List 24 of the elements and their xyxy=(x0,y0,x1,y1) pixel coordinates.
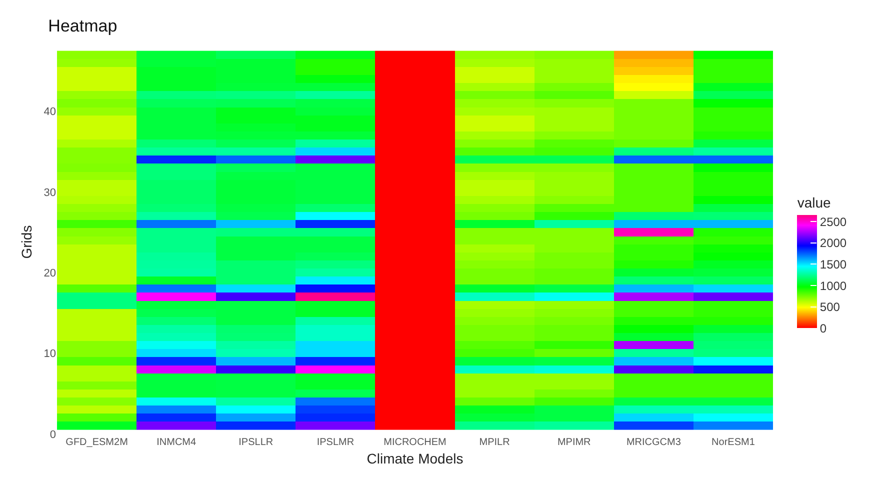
color-bar-label: 1000 xyxy=(820,278,847,293)
x-tick-label: MICROCHEM xyxy=(384,437,446,448)
color-bar-label: 0 xyxy=(820,321,827,336)
y-axis-title: Grids xyxy=(18,225,34,259)
x-tick-label: MRICGCM3 xyxy=(626,437,682,448)
x-tick-label: INMCM4 xyxy=(156,437,196,448)
y-tick-label: 30 xyxy=(44,186,56,199)
y-tick-label: 20 xyxy=(44,268,56,280)
x-tick-label: IPSLLR xyxy=(238,437,274,448)
x-axis-title: Climate Models xyxy=(366,450,464,466)
color-bar-label: 2000 xyxy=(820,236,847,250)
y-tick-label: 40 xyxy=(44,106,56,118)
x-tick-label: IPSLMR xyxy=(316,437,354,448)
x-tick-label: GFD_ESM2M xyxy=(66,437,128,448)
color-bar-title: value xyxy=(797,194,832,211)
y-tick-label: 0 xyxy=(50,428,56,441)
chart-title: Heatmap xyxy=(48,16,118,36)
color-bar-label: 500 xyxy=(820,300,840,314)
x-tick-label: MPILR xyxy=(479,437,510,448)
color-bar-label: 2500 xyxy=(820,214,847,229)
x-tick-label: MPIMR xyxy=(557,437,591,448)
color-bar-label: 1500 xyxy=(820,257,847,272)
y-tick-label: 10 xyxy=(44,348,56,360)
x-tick-label: NorESM1 xyxy=(712,437,756,448)
